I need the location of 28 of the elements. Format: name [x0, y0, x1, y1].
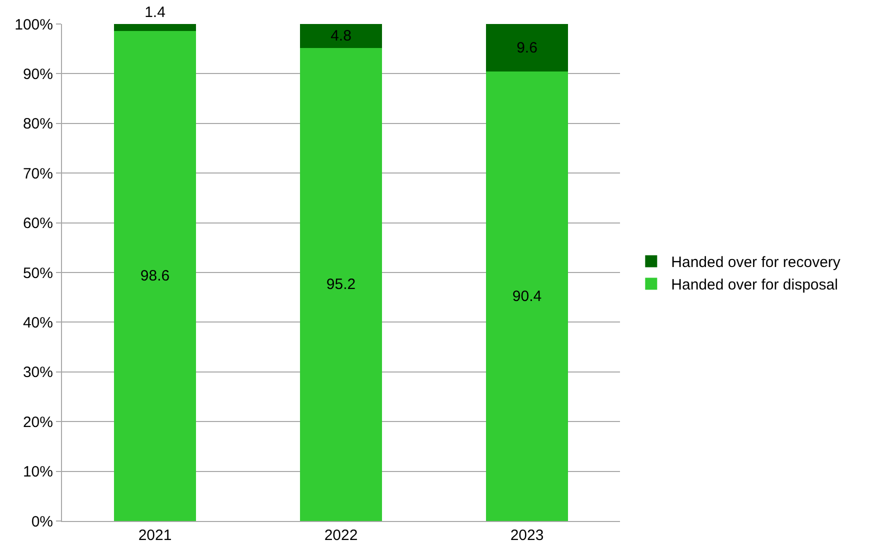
bar: [486, 24, 568, 72]
y-tick-label: 30%: [22, 364, 53, 382]
legend-label: Handed over for recovery: [671, 254, 841, 272]
data-label: 9.6: [516, 39, 538, 56]
y-tick-label: 10%: [22, 464, 53, 481]
bar: [486, 72, 568, 521]
bar: [114, 24, 196, 31]
data-label: 90.4: [512, 288, 542, 305]
y-tick-label: 70%: [22, 165, 53, 182]
legend-label: Handed over for disposal: [671, 276, 838, 294]
x-tick-label: 2021: [138, 527, 172, 544]
y-tick-label: 40%: [22, 314, 53, 332]
bar: [114, 30, 196, 521]
data-label: 95.2: [326, 276, 356, 293]
data-label: 1.4: [144, 4, 166, 21]
x-tick-label: 2023: [510, 527, 544, 544]
data-label: 4.8: [330, 27, 352, 44]
data-label: 98.6: [140, 267, 170, 284]
bar: [300, 48, 382, 521]
y-tick-label: 90%: [22, 66, 53, 83]
y-tick-label: 80%: [22, 116, 53, 133]
bar: [300, 24, 382, 48]
x-tick-label: 2022: [324, 527, 358, 544]
y-tick-label: 100%: [14, 16, 53, 34]
y-tick-label: 0%: [31, 513, 53, 530]
y-tick-label: 20%: [22, 414, 53, 431]
y-tick-label: 60%: [22, 215, 53, 232]
y-tick-label: 50%: [22, 264, 53, 282]
